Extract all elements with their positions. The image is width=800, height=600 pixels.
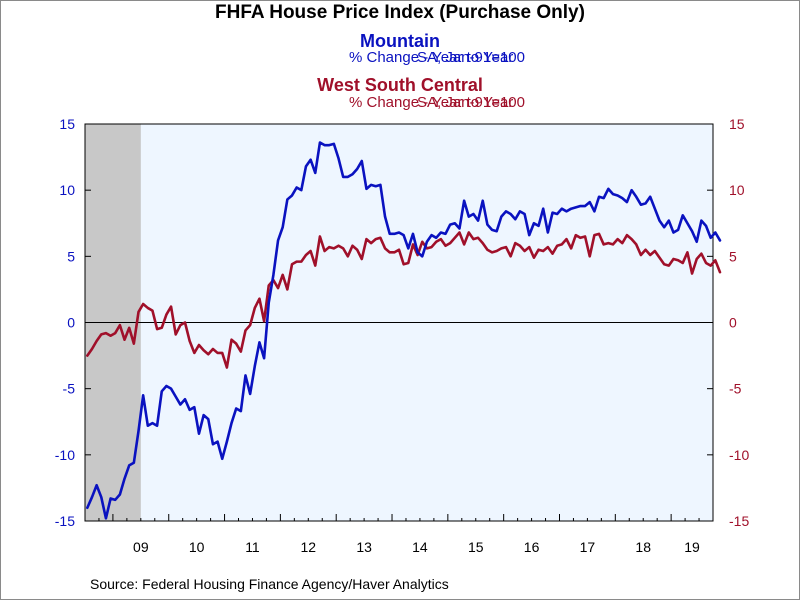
series1-subtitle: % Change - Year to YearSA, Jan-91=100 — [0, 49, 800, 66]
y-tick-label-left: 5 — [67, 248, 75, 264]
y-tick-label-right: 5 — [729, 248, 737, 264]
y-tick-label-right: -5 — [729, 381, 742, 397]
series-line-west-south-central — [86, 231, 722, 369]
source-note: Source: Federal Housing Finance Agency/H… — [90, 576, 449, 592]
x-tick-label: 09 — [133, 539, 149, 555]
x-tick-label: 18 — [635, 539, 651, 555]
y-tick-label-left: 0 — [67, 315, 75, 331]
series-line-mountain — [86, 141, 722, 520]
y-tick-label-left: -15 — [55, 513, 75, 529]
x-tick-label: 11 — [245, 539, 260, 555]
y-tick-label-left: -10 — [55, 447, 75, 463]
y-tick-label-left: 15 — [59, 116, 75, 132]
series1-name: Mountain — [360, 31, 440, 51]
x-tick-label: 13 — [356, 539, 372, 555]
y-tick-label-left: -5 — [63, 381, 76, 397]
y-tick-label-right: -10 — [729, 447, 749, 463]
x-tick-label: 16 — [524, 539, 540, 555]
series2-subtitle: % Change - Year to YearSA, Jan-91=100 — [0, 94, 800, 111]
x-tick-label: 19 — [684, 539, 700, 555]
series2-name: West South Central — [317, 75, 483, 95]
y-tick-label-right: -15 — [729, 513, 749, 529]
y-tick-label-right: 0 — [729, 315, 737, 331]
chart-title: FHFA House Price Index (Purchase Only) — [215, 2, 585, 23]
y-tick-label-right: 15 — [729, 116, 745, 132]
x-tick-label: 10 — [189, 539, 205, 555]
x-tick-label: 15 — [468, 539, 484, 555]
x-tick-label: 14 — [412, 539, 428, 555]
x-tick-label: 17 — [580, 539, 596, 555]
y-tick-label-left: 10 — [59, 182, 75, 198]
y-tick-label-right: 10 — [729, 182, 745, 198]
x-tick-label: 12 — [300, 539, 316, 555]
